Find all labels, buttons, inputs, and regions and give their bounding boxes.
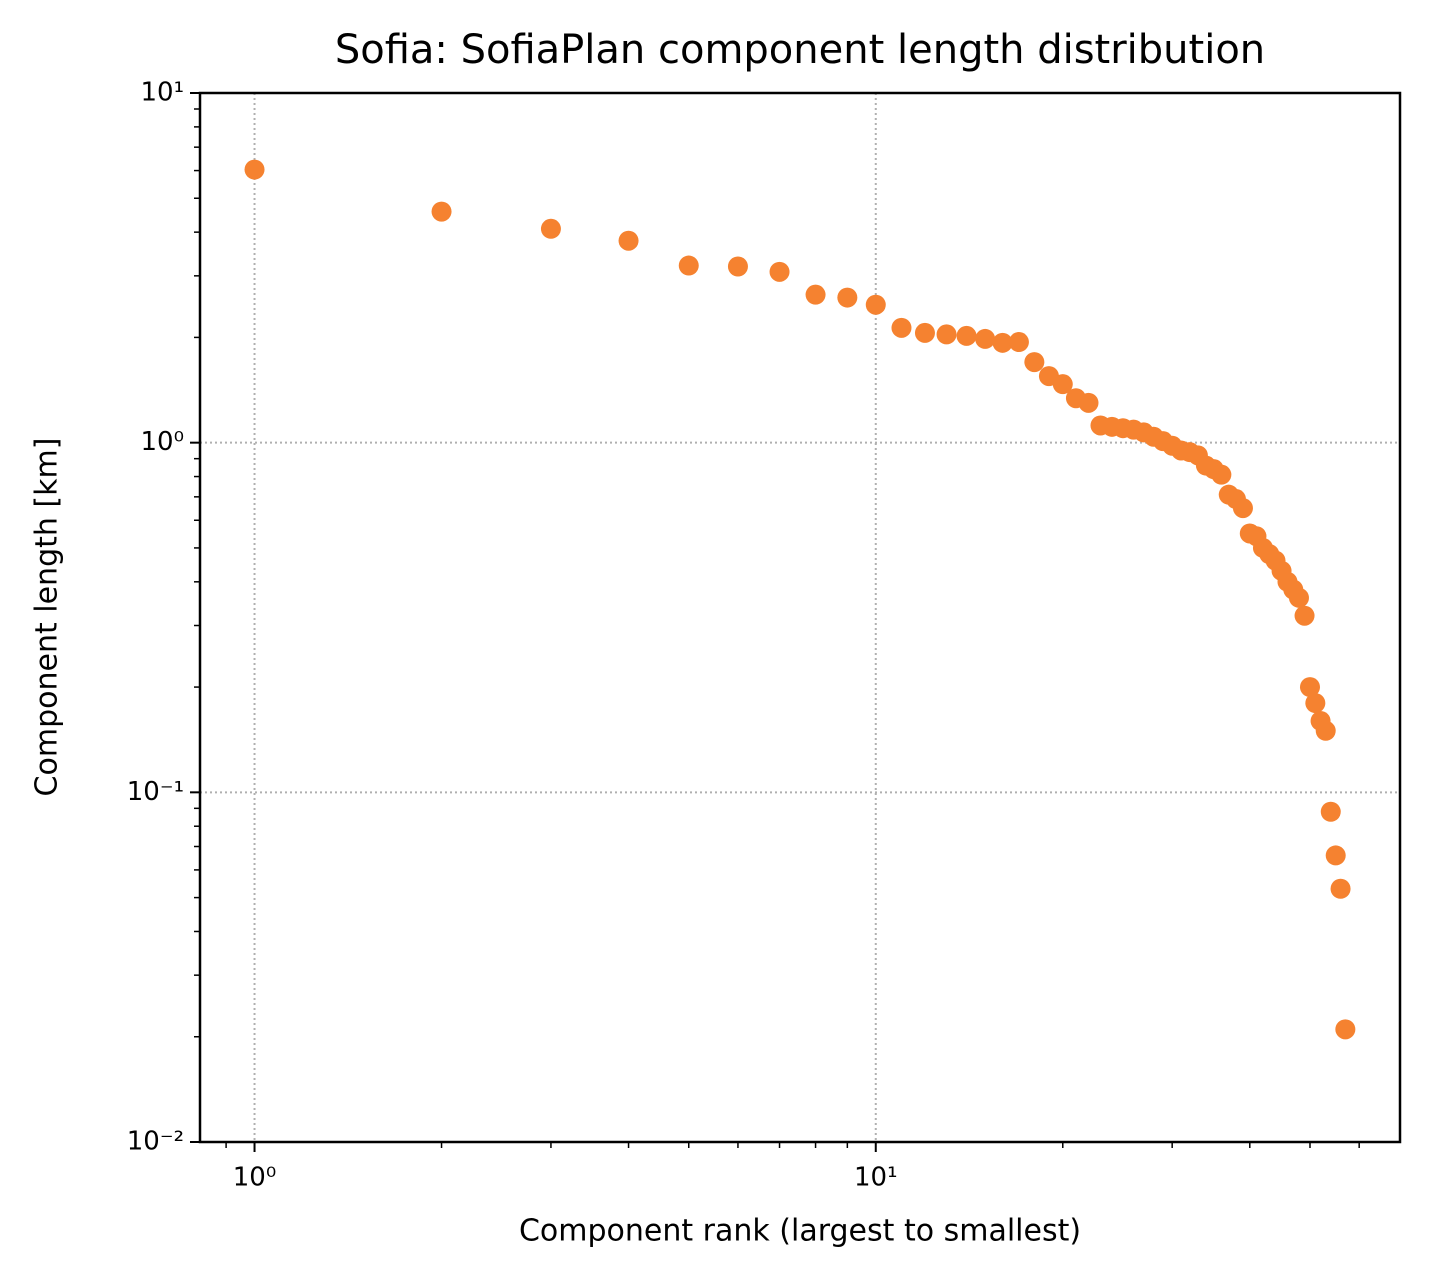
point (975, 328, 996, 349)
x-axis-label: Component rank (largest to smallest) (519, 1214, 1081, 1249)
point (1024, 352, 1045, 373)
point (914, 322, 935, 343)
point (1288, 587, 1309, 608)
point (727, 256, 748, 277)
point (1299, 677, 1320, 698)
point (1294, 605, 1315, 626)
point (1335, 1019, 1356, 1040)
point (769, 261, 790, 282)
x-tick-label: 10⁰ (233, 1163, 277, 1193)
point (891, 317, 912, 338)
point (1052, 374, 1073, 395)
point (805, 284, 826, 305)
point (431, 201, 452, 222)
y-tick-label: 10¹ (140, 78, 184, 108)
point (1315, 720, 1336, 741)
point (936, 324, 957, 345)
point (1211, 464, 1232, 485)
point (837, 287, 858, 308)
y-tick-label: 10⁻² (127, 1127, 184, 1157)
point (1078, 392, 1099, 413)
y-tick-label: 10⁰ (140, 427, 184, 457)
point (1330, 878, 1351, 899)
point (1305, 693, 1326, 714)
point (618, 230, 639, 251)
y-axis-label: Component length [km] (30, 438, 65, 797)
point (1008, 332, 1029, 353)
chart-title: Sofia: SofiaPlan component length distri… (335, 27, 1265, 73)
point (244, 159, 265, 180)
point (678, 255, 699, 276)
point (1320, 801, 1341, 822)
point (1325, 845, 1346, 866)
y-tick-label: 10⁻¹ (127, 777, 184, 807)
point (956, 325, 977, 346)
point (865, 294, 886, 315)
plot-frame (198, 91, 1402, 1144)
point (992, 332, 1013, 353)
point (1232, 498, 1253, 519)
point (540, 218, 561, 239)
x-tick-label: 10¹ (854, 1163, 898, 1193)
